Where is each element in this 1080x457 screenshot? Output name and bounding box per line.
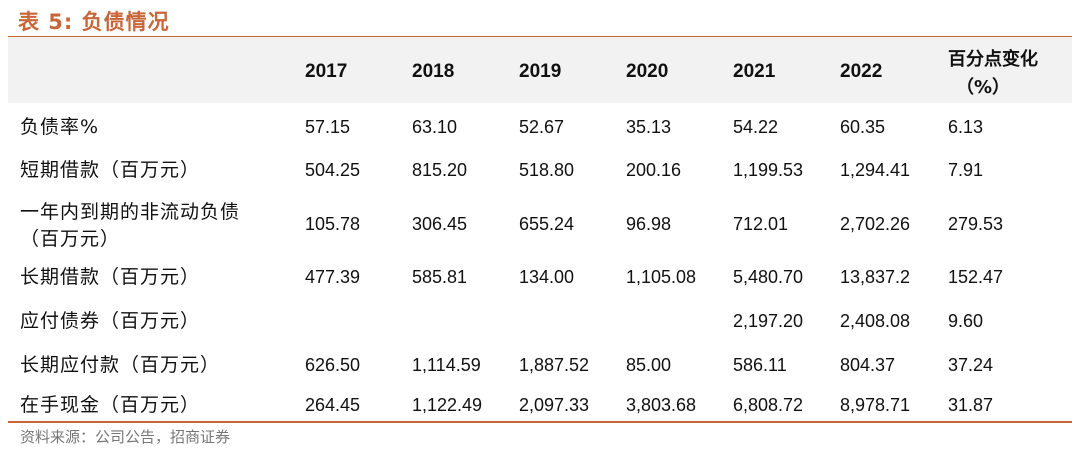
- header-band: [8, 37, 1072, 103]
- row-label-current-noncurrent-line2: （百万元）: [20, 228, 121, 250]
- source-note: 资料来源：公司公告，招商证券: [20, 428, 231, 446]
- table-cell: 306.45: [412, 214, 468, 234]
- table-cell: 1,294.41: [840, 160, 911, 180]
- table-cell: 1,122.49: [412, 395, 483, 415]
- table-cell: 8,978.71: [840, 395, 911, 415]
- header-2019: 2019: [519, 61, 562, 82]
- header-2018: 2018: [412, 61, 455, 82]
- bottom-rule: [8, 421, 1072, 423]
- table-cell: 2,702.26: [840, 214, 911, 234]
- table-cell: 52.67: [519, 117, 565, 137]
- table-cell: 9.60: [948, 311, 984, 331]
- row-label-bonds-payable: 应付债券（百万元）: [20, 310, 201, 332]
- table-cell: 6,808.72: [733, 395, 804, 415]
- table-cell: 35.13: [626, 117, 672, 137]
- table-cell: 2,197.20: [733, 311, 804, 331]
- table-cell: 134.00: [519, 267, 575, 287]
- table-cell: 1,199.53: [733, 160, 804, 180]
- table-cell: 105.78: [305, 214, 361, 234]
- row-label-long-term-payables: 长期应付款（百万元）: [20, 354, 221, 376]
- table-cell: 31.87: [948, 395, 994, 415]
- row-label-cash-on-hand: 在手现金（百万元）: [20, 394, 201, 416]
- table-cell: 264.45: [305, 395, 361, 415]
- row-label-short-term-loans: 短期借款（百万元）: [20, 159, 201, 181]
- table-title: 表 5: 负债情况: [18, 10, 170, 34]
- row-label-long-term-loans: 长期借款（百万元）: [20, 266, 201, 288]
- header-change-line2: （%）: [956, 77, 1011, 98]
- table-cell: 5,480.70: [733, 267, 804, 287]
- header-2017: 2017: [305, 61, 348, 82]
- header-2020: 2020: [626, 61, 669, 82]
- table-cell: 2,097.33: [519, 395, 590, 415]
- table-cell: 13,837.2: [840, 267, 911, 287]
- table-cell: 200.16: [626, 160, 682, 180]
- table-cell: 63.10: [412, 117, 458, 137]
- table-cell: 37.24: [948, 355, 994, 375]
- table-cell: 518.80: [519, 160, 575, 180]
- table-cell: 804.37: [840, 355, 896, 375]
- header-2022: 2022: [840, 61, 883, 82]
- table-cell: 586.11: [733, 355, 787, 375]
- table-cell: 655.24: [519, 214, 575, 234]
- top-rule: [8, 36, 1072, 37]
- table-cell: 504.25: [305, 160, 361, 180]
- table-cell: 585.81: [412, 267, 468, 287]
- table-cell: 60.35: [840, 117, 886, 137]
- table-cell: 712.01: [733, 214, 789, 234]
- table-cell: 6.13: [948, 117, 984, 137]
- header-change-line1: 百分点变化: [948, 49, 1038, 70]
- table-cell: 96.98: [626, 214, 672, 234]
- table-cell: 2,408.08: [840, 311, 911, 331]
- table-cell: 54.22: [733, 117, 779, 137]
- table-cell: 85.00: [626, 355, 672, 375]
- table-cell: 3,803.68: [626, 395, 697, 415]
- row-label-current-noncurrent-line1: 一年内到期的非流动负债: [20, 201, 241, 223]
- table-cell: 279.53: [948, 214, 1004, 234]
- table-cell: 626.50: [305, 355, 361, 375]
- header-change: 百分点变化 （%）: [948, 46, 1058, 102]
- table-cell: 477.39: [305, 267, 361, 287]
- table-cell: 1,105.08: [626, 267, 697, 287]
- table-cell: 1,887.52: [519, 355, 590, 375]
- row-label-current-noncurrent: 一年内到期的非流动负债 （百万元）: [20, 199, 240, 253]
- header-2021: 2021: [733, 61, 776, 82]
- table-cell: 152.47: [948, 267, 1004, 287]
- table-cell: 57.15: [305, 117, 351, 137]
- table-cell: 1,114.59: [412, 355, 481, 375]
- table-cell: 815.20: [412, 160, 468, 180]
- row-label-debt-ratio: 负债率%: [20, 116, 100, 138]
- table-cell: 7.91: [948, 160, 984, 180]
